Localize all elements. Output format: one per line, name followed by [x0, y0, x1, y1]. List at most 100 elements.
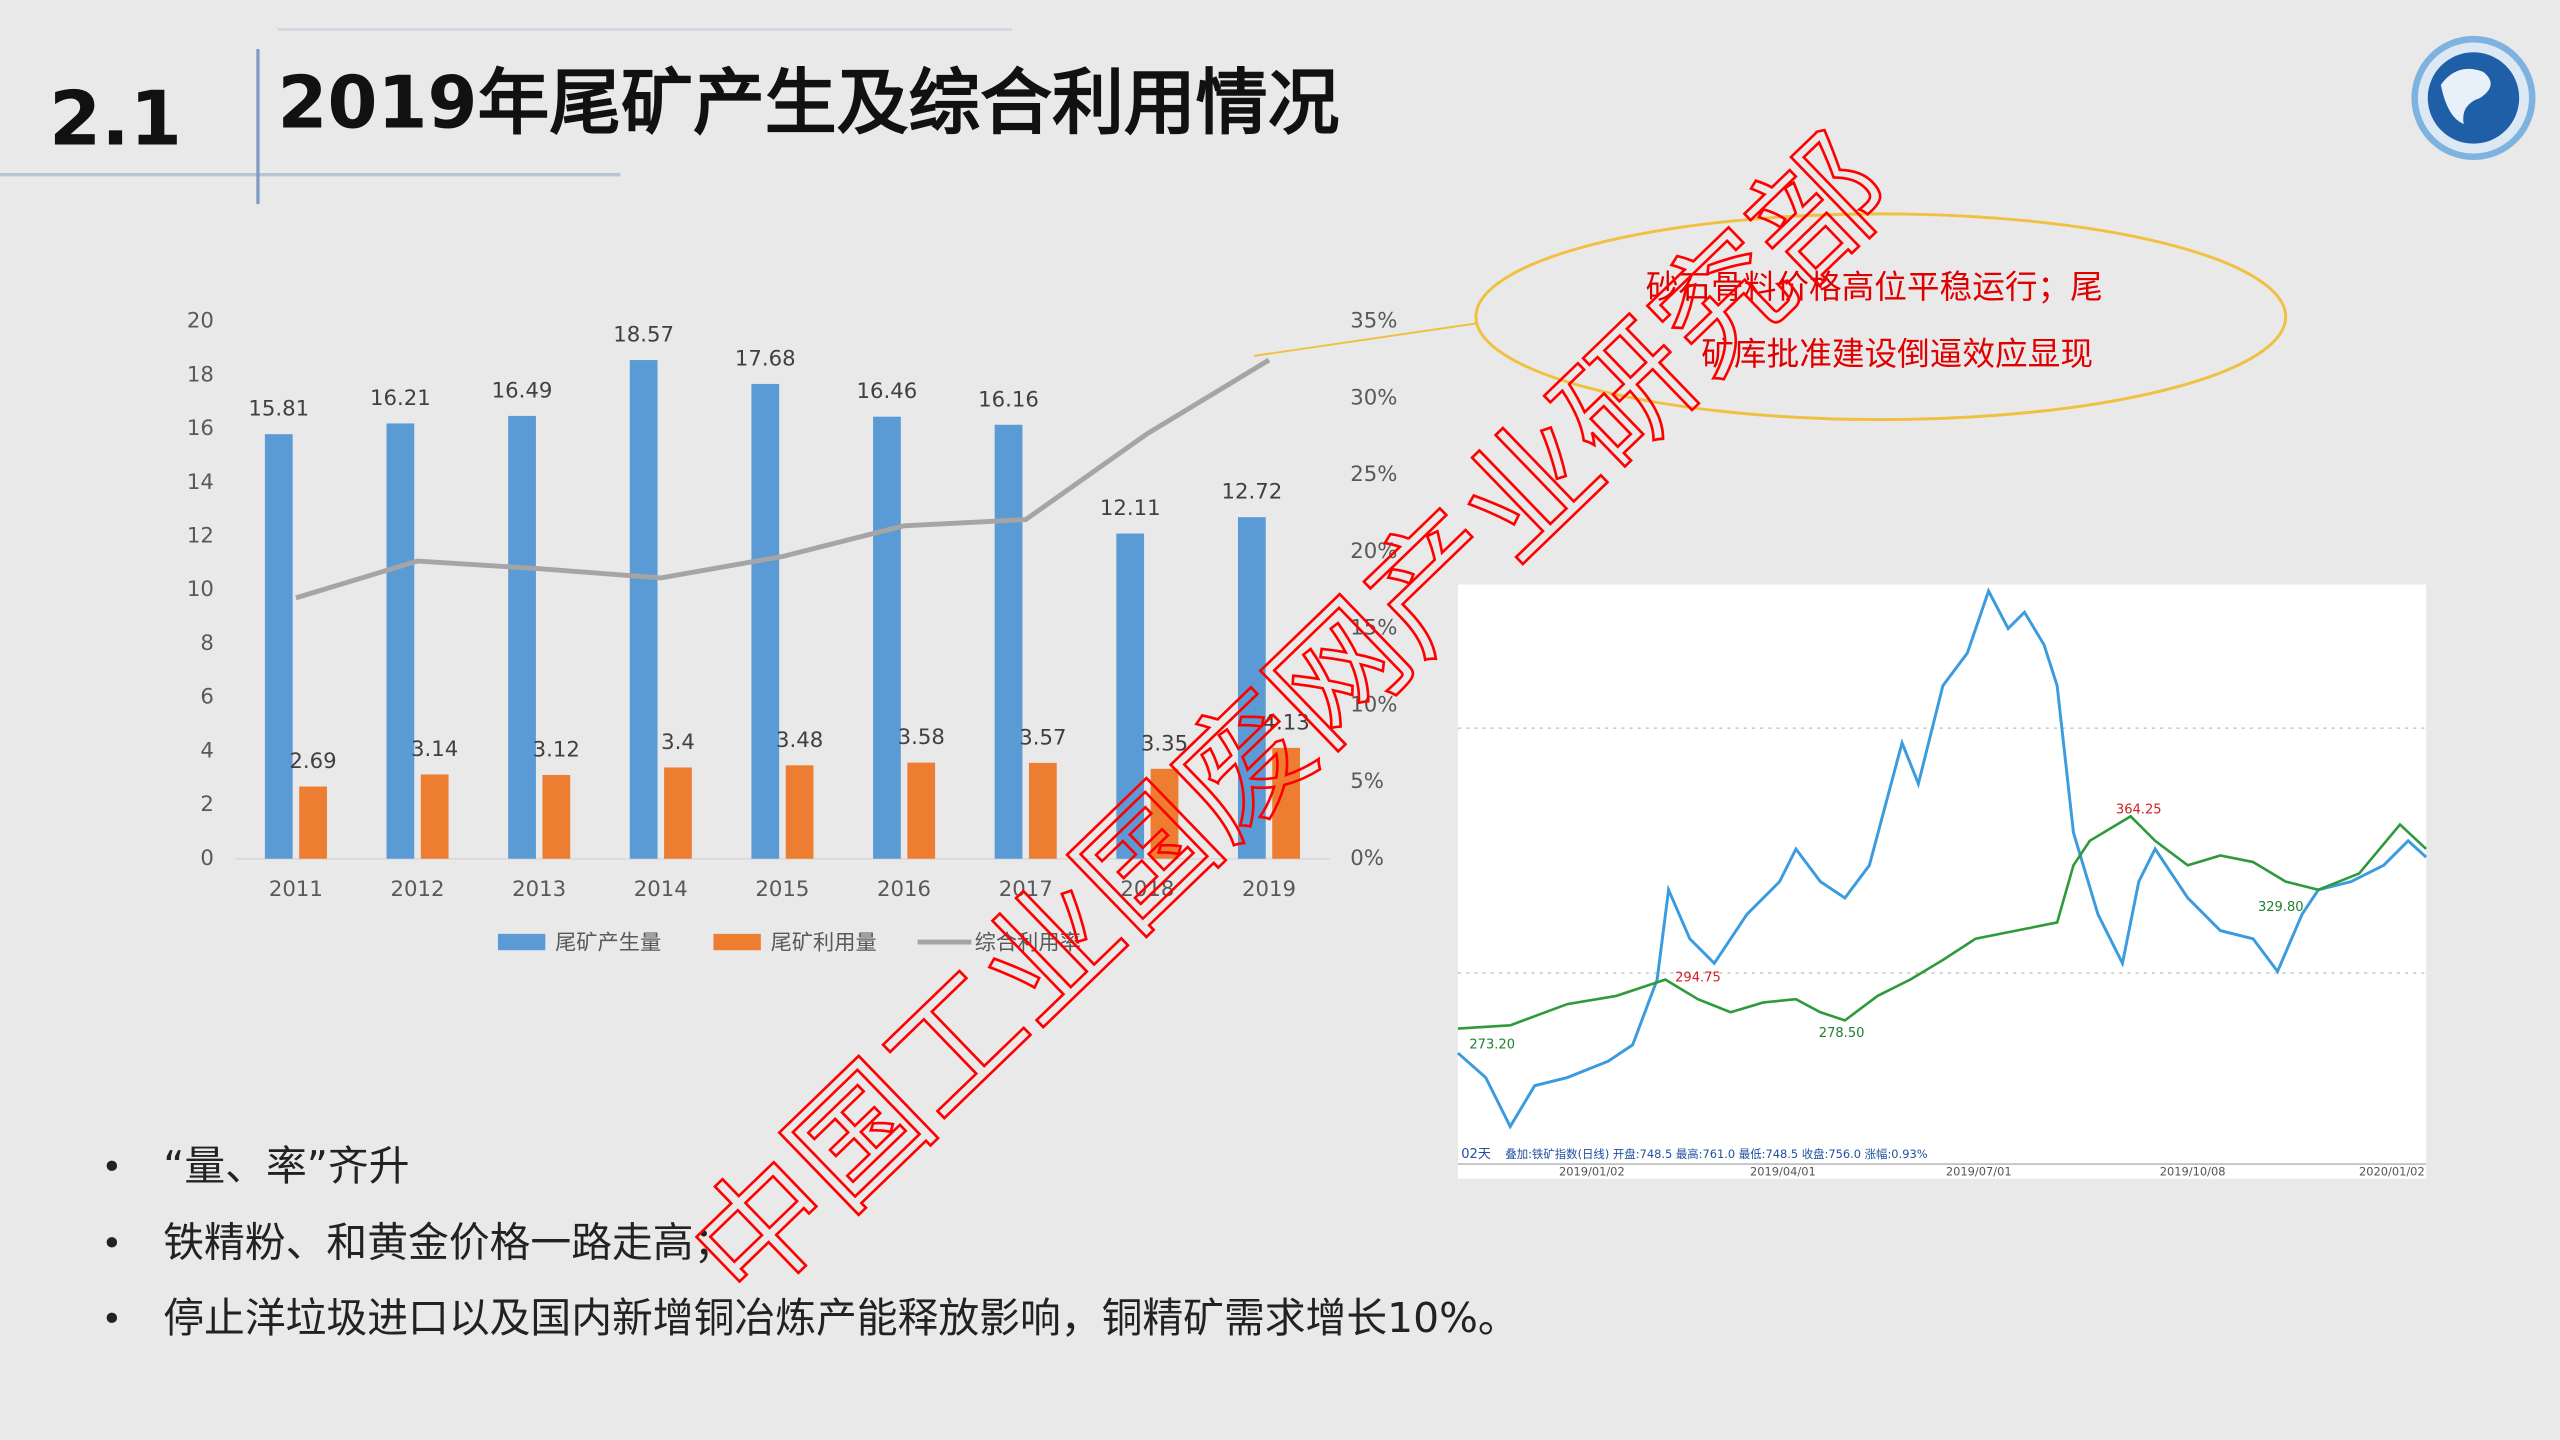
- y2-tick-label: 10%: [1350, 692, 1397, 717]
- y2-tick-label: 5%: [1350, 769, 1384, 794]
- bar: [873, 416, 901, 859]
- data-label: 3.4: [661, 730, 695, 755]
- data-label: 3.14: [411, 737, 458, 762]
- data-label: 3.57: [1019, 725, 1066, 750]
- bar: [751, 383, 780, 859]
- stock-label: 329.80: [2258, 900, 2304, 915]
- bar: [994, 424, 1023, 859]
- callout-connector: [1253, 322, 1478, 357]
- legend-swatch: [497, 933, 546, 951]
- y-tick-label: 16: [187, 416, 214, 441]
- data-label: 16.46: [857, 379, 918, 404]
- x-tick-label: 2013: [512, 877, 566, 902]
- data-label: 16.16: [978, 387, 1039, 412]
- bar: [785, 765, 814, 859]
- bar: [508, 415, 536, 859]
- bar: [542, 774, 571, 859]
- bullet-text: 铁精粉、和黄金价格一路走高；: [163, 1219, 734, 1267]
- bullet-dot: •: [101, 1299, 122, 1340]
- bar-chart: 0 2 4 6 8 10 12 14 16 18 20 0% 5% 10% 15% 20% 25% 30% 35% 2…: [187, 309, 1398, 956]
- stock-info: 叠加:铁矿指数(日线) 开盘:748.5 最高:761.0 最低:748.5 收…: [1505, 1147, 1927, 1161]
- data-label: 16.49: [492, 378, 553, 403]
- bar: [299, 786, 327, 859]
- callout-text: 矿库批准建设倒逼效应显现: [1701, 335, 2093, 373]
- line: [295, 357, 1271, 601]
- bar: [629, 360, 658, 859]
- stock-line: [1457, 814, 2428, 1030]
- data-label: 12.11: [1100, 496, 1161, 521]
- y-tick-label: 20: [187, 309, 214, 334]
- callout-text: 砂石骨料价格高位平稳运行；尾: [1646, 268, 2103, 306]
- x-tick-label: 2014: [634, 877, 688, 902]
- stock-date: 2019/07/01: [1946, 1165, 2012, 1179]
- x-tick-label: 2011: [269, 877, 323, 902]
- y-tick-label: 4: [200, 738, 214, 763]
- data-label: 4.13: [1262, 710, 1309, 735]
- x-tick-label: 2017: [999, 877, 1053, 902]
- stock-days: 02天: [1461, 1147, 1491, 1162]
- legend-label: 综合利用率: [975, 931, 1081, 956]
- bar: [1028, 762, 1057, 859]
- y-tick-label: 14: [187, 470, 214, 495]
- y2-tick-label: 15%: [1350, 616, 1397, 641]
- bar: [1150, 768, 1179, 859]
- bar: [907, 762, 936, 859]
- stock-label: 294.75: [1675, 970, 1721, 985]
- bar: [664, 767, 692, 859]
- slide-title: 2019年尾矿产生及综合利用情况: [278, 60, 1340, 144]
- stock-date: 2020/01/02: [2359, 1165, 2425, 1179]
- y-tick-label: 18: [187, 362, 214, 387]
- data-label: 17.68: [735, 346, 796, 371]
- bullet-dot: •: [101, 1224, 122, 1265]
- data-label: 3.48: [776, 728, 823, 753]
- bar: [1237, 517, 1266, 859]
- y-tick-label: 10: [187, 577, 214, 602]
- data-label: 3.12: [533, 737, 580, 762]
- bullet-text: 停止洋垃圾进口以及国内新增铜冶炼产能释放影响，铜精矿需求增长10%。: [163, 1294, 1518, 1342]
- bullets: • “量、率”齐升 • 铁精粉、和黄金价格一路走高； • 停止洋垃圾进口以及国内…: [101, 1142, 1518, 1342]
- y-tick-label: 0: [200, 846, 214, 871]
- y2-tick-label: 35%: [1350, 309, 1397, 334]
- data-label: 18.57: [613, 323, 674, 348]
- x-tick-label: 2012: [391, 877, 445, 902]
- bar: [264, 434, 293, 859]
- stock-label: 273.20: [1469, 1037, 1515, 1052]
- bullet-dot: •: [101, 1147, 122, 1188]
- x-tick-label: 2016: [877, 877, 931, 902]
- section-number: 2.1: [49, 75, 182, 163]
- stock-date: 2019/10/08: [2160, 1165, 2226, 1179]
- data-label: 3.58: [898, 725, 945, 750]
- data-label: 15.81: [248, 397, 309, 422]
- stock-line: [1456, 587, 2428, 1130]
- stock-label: 364.25: [2116, 802, 2162, 817]
- bar: [386, 423, 415, 859]
- legend-label: 尾矿产生量: [555, 931, 661, 956]
- y2-tick-label: 30%: [1350, 385, 1397, 410]
- y-tick-label: 8: [200, 631, 214, 656]
- data-label: 3.35: [1141, 731, 1188, 756]
- x-tick-label: 2018: [1120, 877, 1174, 902]
- legend-label: 尾矿利用量: [771, 931, 877, 956]
- y2-tick-label: 0%: [1350, 846, 1384, 871]
- y-tick-label: 6: [200, 685, 214, 710]
- stock-date: 2019/01/02: [1559, 1165, 1625, 1179]
- stock-bg: [1457, 584, 2427, 1179]
- stock-date: 2019/04/01: [1750, 1165, 1816, 1179]
- bar: [1272, 747, 1300, 859]
- data-label: 12.72: [1221, 480, 1282, 505]
- y-tick-label: 2: [200, 792, 214, 817]
- stock-label: 278.50: [1819, 1026, 1865, 1041]
- x-tick-label: 2019: [1242, 877, 1296, 902]
- data-label: 2.69: [289, 749, 336, 774]
- y-tick-label: 12: [187, 523, 214, 548]
- bar: [1116, 533, 1145, 859]
- y2-tick-label: 25%: [1350, 462, 1397, 487]
- bullet-text: “量、率”齐升: [163, 1142, 409, 1190]
- x-tick-label: 2015: [755, 877, 809, 902]
- stock-chart-image: 364.25 329.80 294.75 278.50 273.20 02天 叠…: [1456, 584, 2428, 1179]
- logo: [2411, 35, 2536, 160]
- data-label: 16.21: [370, 386, 431, 411]
- bar: [420, 774, 449, 859]
